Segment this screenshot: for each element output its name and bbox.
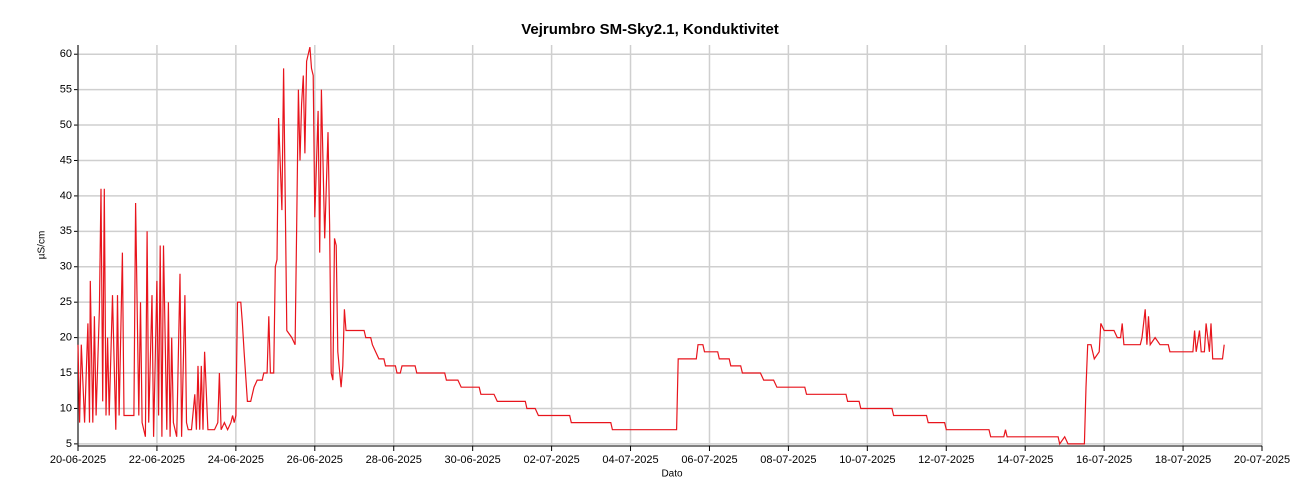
y-tick-label: 40 — [60, 190, 72, 202]
y-tick-label: 5 — [66, 438, 72, 450]
y-tick-label: 25 — [60, 296, 72, 308]
x-axis-label: Dato — [661, 469, 683, 480]
x-tick-label: 28-06-2025 — [366, 454, 422, 466]
y-tick-label: 50 — [60, 119, 72, 131]
y-tick-label: 45 — [60, 154, 72, 166]
y-tick-label: 15 — [60, 367, 72, 379]
y-tick-label: 20 — [60, 332, 72, 344]
x-tick-label: 20-06-2025 — [50, 454, 106, 466]
data-line — [77, 46, 1225, 446]
x-tick-label: 20-07-2025 — [1234, 454, 1290, 466]
y-tick-label: 35 — [60, 225, 72, 237]
x-tick-label: 18-07-2025 — [1155, 454, 1211, 466]
x-tick-label: 04-07-2025 — [602, 454, 658, 466]
x-tick-label: 06-07-2025 — [681, 454, 737, 466]
y-tick-label: 55 — [60, 84, 72, 96]
x-tick-label: 24-06-2025 — [208, 454, 264, 466]
y-axis-label: µS/cm — [37, 231, 48, 260]
x-tick-label: 02-07-2025 — [523, 454, 579, 466]
x-tick-label: 30-06-2025 — [445, 454, 501, 466]
x-tick-label: 26-06-2025 — [287, 454, 343, 466]
x-tick-label: 14-07-2025 — [997, 454, 1053, 466]
y-tick-label: 10 — [60, 402, 72, 414]
y-tick-label: 30 — [60, 261, 72, 273]
x-tick-label: 22-06-2025 — [129, 454, 185, 466]
chart-title: Vejrumbro SM-Sky2.1, Konduktivitet — [521, 21, 779, 38]
y-tick-label: 60 — [60, 48, 72, 60]
x-tick-label: 16-07-2025 — [1076, 454, 1132, 466]
x-tick-label: 08-07-2025 — [760, 454, 816, 466]
x-tick-label: 10-07-2025 — [839, 454, 895, 466]
x-tick-label: 12-07-2025 — [918, 454, 974, 466]
